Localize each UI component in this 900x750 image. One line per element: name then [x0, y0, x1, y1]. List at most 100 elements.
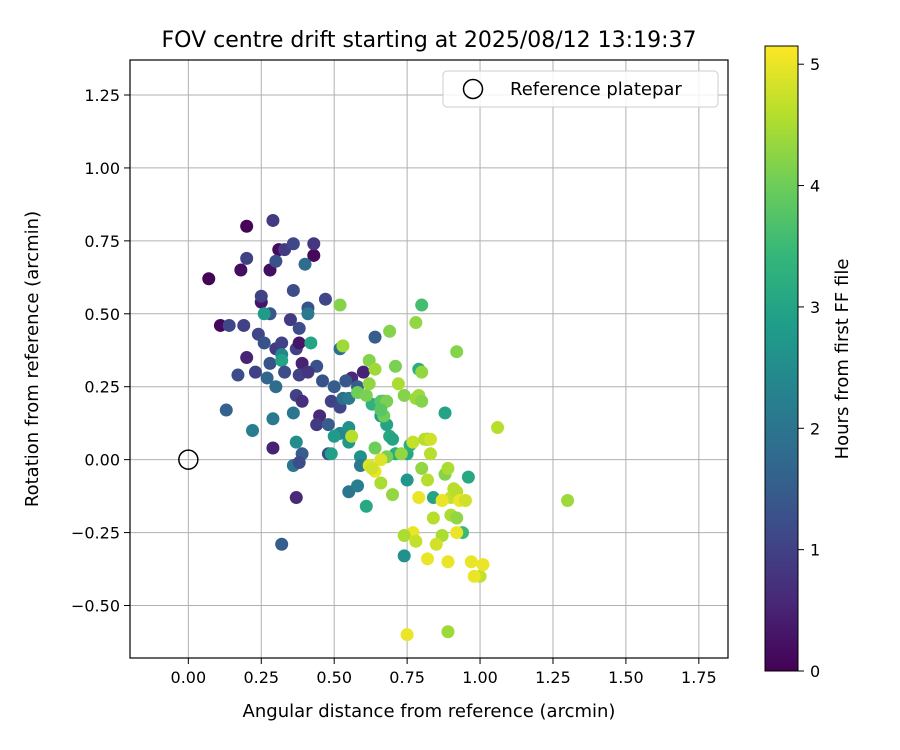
- data-point: [438, 406, 452, 420]
- colorbar-tick-label: 1: [810, 541, 820, 560]
- data-point: [461, 470, 475, 484]
- data-point: [441, 555, 455, 569]
- y-axis-ticks: −0.50 −0.25 0.00 0.25 0.50 0.75 1.00 1.25: [71, 86, 130, 615]
- data-point: [202, 272, 216, 286]
- data-point: [269, 254, 283, 268]
- data-point: [278, 365, 292, 379]
- data-point: [286, 237, 300, 251]
- data-point: [283, 313, 297, 327]
- data-point: [275, 537, 289, 551]
- data-point: [464, 555, 478, 569]
- data-point: [391, 377, 405, 391]
- data-point: [219, 403, 233, 417]
- colorbar-ticks: 0 1 2 3 4 5: [798, 55, 820, 681]
- data-point: [321, 418, 335, 432]
- data-point: [368, 362, 382, 376]
- data-point: [310, 418, 324, 432]
- x-axis-ticks: 0.00 0.25 0.50 0.75 1.00 1.25 1.50 1.75: [171, 658, 717, 687]
- data-point: [307, 248, 321, 262]
- data-point: [237, 318, 251, 332]
- colorbar-tick-label: 5: [810, 55, 820, 74]
- x-tick-label: 1.50: [608, 668, 644, 687]
- data-point: [222, 318, 236, 332]
- x-tick-label: 0.75: [389, 668, 425, 687]
- colorbar-tick-label: 4: [810, 177, 820, 196]
- data-point: [441, 461, 455, 475]
- plot-frame: [129, 59, 729, 659]
- data-point: [327, 429, 341, 443]
- data-point: [397, 528, 411, 542]
- data-point: [240, 351, 254, 365]
- data-point: [441, 625, 455, 639]
- data-point: [491, 421, 505, 435]
- data-point: [266, 412, 280, 426]
- data-point: [246, 423, 260, 437]
- data-point: [450, 345, 464, 359]
- colorbar-tick-label: 2: [810, 419, 820, 438]
- data-point: [561, 493, 575, 507]
- data-point: [248, 365, 262, 379]
- data-point: [234, 263, 248, 277]
- data-point: [286, 283, 300, 297]
- data-point: [260, 371, 274, 385]
- data-point: [423, 432, 437, 446]
- x-tick-label: 0.25: [243, 668, 279, 687]
- x-tick-label: 1.25: [535, 668, 571, 687]
- data-point: [458, 493, 472, 507]
- data-point: [289, 435, 303, 449]
- data-point: [429, 537, 443, 551]
- data-point: [415, 365, 429, 379]
- data-point: [388, 359, 402, 373]
- legend-marker-icon: [462, 78, 484, 100]
- data-point: [415, 298, 429, 312]
- data-point: [275, 336, 289, 350]
- y-tick-label: 1.00: [84, 159, 120, 178]
- x-tick-label: 0.50: [316, 668, 352, 687]
- data-point: [406, 435, 420, 449]
- data-point: [435, 493, 449, 507]
- data-point: [295, 394, 309, 408]
- chart-title: FOV centre drift starting at 2025/08/12 …: [162, 28, 697, 53]
- data-point: [301, 365, 315, 379]
- legend-box: [442, 70, 719, 108]
- data-point: [386, 488, 400, 502]
- y-tick-label: 1.25: [84, 86, 120, 105]
- data-point: [386, 432, 400, 446]
- data-point: [476, 558, 490, 572]
- data-point: [362, 377, 376, 391]
- data-point: [359, 388, 373, 402]
- data-point: [374, 453, 388, 467]
- grid: [130, 60, 728, 658]
- data-point: [333, 298, 347, 312]
- colorbar-label: Hours from first FF file: [832, 259, 853, 460]
- data-point: [292, 456, 306, 470]
- data-point: [394, 447, 408, 461]
- reference-platepar-marker: [178, 449, 199, 470]
- data-point: [467, 569, 481, 583]
- data-point: [365, 461, 379, 475]
- data-point: [316, 374, 330, 388]
- data-point: [266, 213, 280, 227]
- data-point: [269, 380, 283, 394]
- data-point: [409, 534, 423, 548]
- x-tick-label: 0.00: [171, 668, 207, 687]
- data-point: [423, 447, 437, 461]
- data-point: [426, 511, 440, 525]
- y-tick-label: 0.25: [84, 378, 120, 397]
- data-point: [327, 380, 341, 394]
- data-point: [304, 336, 318, 350]
- data-point: [289, 491, 303, 505]
- data-point: [409, 316, 423, 330]
- y-tick-label: −0.25: [71, 524, 120, 543]
- data-point: [400, 473, 414, 487]
- data-point: [231, 368, 245, 382]
- colorbar-gradient: [764, 45, 799, 672]
- data-point: [359, 499, 373, 513]
- data-point: [412, 491, 426, 505]
- data-point: [307, 237, 321, 251]
- y-tick-label: 0.00: [84, 451, 120, 470]
- x-tick-label: 1.00: [462, 668, 498, 687]
- data-point: [450, 526, 464, 540]
- data-point: [298, 257, 312, 271]
- data-point: [318, 292, 332, 306]
